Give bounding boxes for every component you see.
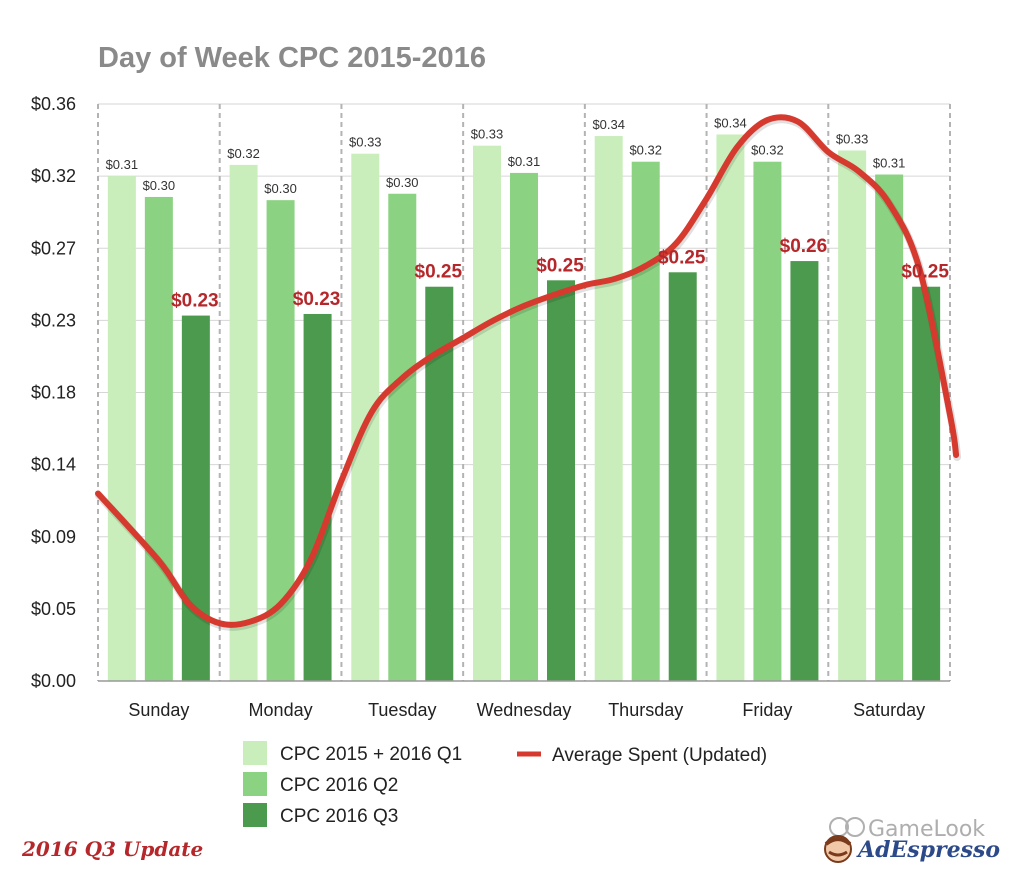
x-tick-label: Friday <box>742 700 792 720</box>
y-tick-label: $0.00 <box>31 671 76 691</box>
brand-logo: AdEspresso <box>824 835 1000 863</box>
bar <box>631 161 660 681</box>
bar <box>144 196 173 681</box>
y-tick-label: $0.09 <box>31 527 76 547</box>
data-label: $0.32 <box>227 146 260 161</box>
y-tick-label: $0.36 <box>31 94 76 114</box>
average-line <box>95 114 960 628</box>
x-tick-label: Tuesday <box>368 700 436 720</box>
watermark-icon-2 <box>845 817 865 837</box>
data-label: $0.32 <box>751 143 784 158</box>
legend-label: CPC 2016 Q3 <box>280 806 398 827</box>
bar <box>838 150 867 681</box>
data-label: $0.32 <box>629 143 662 158</box>
bar <box>790 261 819 681</box>
data-label: $0.31 <box>106 157 139 172</box>
bar <box>875 174 904 681</box>
bar <box>388 193 417 681</box>
data-label: $0.30 <box>264 181 297 196</box>
legend-label: Average Spent (Updated) <box>552 745 767 766</box>
legend-swatch <box>243 741 267 765</box>
legend-label: CPC 2016 Q2 <box>280 775 398 796</box>
bar <box>303 313 332 681</box>
data-label: $0.33 <box>349 135 382 150</box>
bar <box>351 153 380 682</box>
legend: CPC 2015 + 2016 Q1 CPC 2016 Q2 CPC 2016 Q3… <box>243 741 767 827</box>
x-tick-label: Thursday <box>608 700 683 720</box>
bar <box>510 172 538 682</box>
x-tick-label: Monday <box>249 700 313 720</box>
bars <box>107 134 941 682</box>
data-label: $0.30 <box>386 175 419 190</box>
average-line-layer <box>95 114 962 631</box>
data-label: $0.26 <box>780 236 828 257</box>
watermark: GameLook <box>829 817 985 842</box>
mascot-icon <box>824 835 852 863</box>
update-note: 2016 Q3 Update <box>21 837 203 861</box>
data-label: $0.34 <box>592 117 625 132</box>
bar <box>547 280 575 681</box>
data-labels: $0.31 $0.32 $0.33 $0.33 $0.34 $0.34 $0.33 $0.30… <box>106 115 950 311</box>
data-label: $0.25 <box>415 262 463 283</box>
data-label: $0.25 <box>658 247 706 268</box>
bar <box>473 145 501 681</box>
x-tick-label: Wednesday <box>477 700 572 720</box>
y-tick-label: $0.23 <box>31 310 76 330</box>
y-tick-label: $0.27 <box>31 238 76 258</box>
data-label: $0.23 <box>293 289 341 310</box>
data-label: $0.33 <box>836 131 869 146</box>
bar <box>229 164 258 682</box>
bar <box>181 315 210 681</box>
bar <box>107 176 136 681</box>
data-label: $0.31 <box>508 154 541 169</box>
x-tick-label: Saturday <box>853 700 925 720</box>
data-label: $0.33 <box>471 127 504 142</box>
legend-swatch <box>243 803 267 827</box>
y-tick-label: $0.14 <box>31 455 76 475</box>
bar <box>716 134 745 682</box>
legend-swatch <box>243 772 267 796</box>
watermark-text: GameLook <box>868 817 985 842</box>
bar <box>668 272 697 681</box>
data-label: $0.23 <box>171 291 219 312</box>
bar <box>753 161 782 681</box>
brand-name: AdEspresso <box>856 837 1000 863</box>
y-tick-label: $0.05 <box>31 599 76 619</box>
data-label: $0.25 <box>536 255 584 276</box>
axes: $0.00 $0.05 $0.09 $0.14 $0.18 $0.23 $0.27 $0.32… <box>31 94 950 720</box>
y-tick-label: $0.32 <box>31 166 76 186</box>
y-tick-label: $0.18 <box>31 383 76 403</box>
data-label: $0.34 <box>714 115 747 130</box>
legend-label: CPC 2015 + 2016 Q1 <box>280 744 462 765</box>
x-tick-label: Sunday <box>128 700 189 720</box>
data-label: $0.30 <box>143 178 176 193</box>
data-label: $0.31 <box>873 156 906 171</box>
chart-title: Day of Week CPC 2015-2016 <box>98 42 486 74</box>
data-label: $0.25 <box>901 262 949 283</box>
bar <box>594 136 623 682</box>
